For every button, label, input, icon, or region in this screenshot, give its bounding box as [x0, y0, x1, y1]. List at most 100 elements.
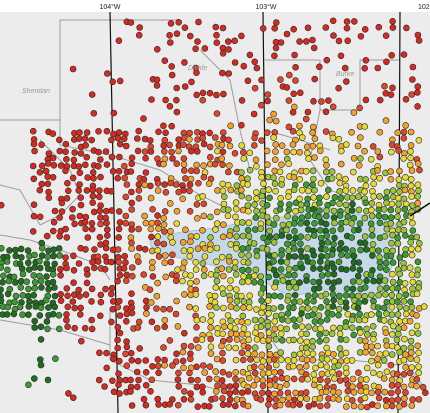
well-dot — [123, 343, 131, 351]
well-dot — [123, 277, 130, 285]
well-dot — [266, 194, 273, 202]
well-dot — [400, 218, 408, 226]
well-dot — [258, 76, 265, 84]
well-dot — [401, 280, 409, 287]
well-dot — [251, 316, 259, 324]
well-dot — [354, 304, 362, 312]
well-dot — [123, 181, 131, 188]
well-dot — [29, 162, 37, 170]
well-dot — [296, 38, 303, 45]
well-dot — [218, 253, 226, 261]
well-dot — [388, 351, 396, 358]
well-dot — [362, 388, 370, 396]
well-dot — [253, 163, 260, 170]
well-dot — [218, 141, 226, 149]
well-dot — [56, 214, 64, 221]
well-dot — [44, 160, 52, 167]
well-dot — [271, 167, 279, 175]
well-dot — [84, 271, 91, 278]
well-dot — [181, 24, 189, 32]
well-dot — [316, 227, 324, 234]
well-dot — [70, 266, 78, 274]
well-dot — [311, 220, 318, 227]
well-dot — [238, 192, 246, 200]
well-dot — [55, 245, 63, 252]
well-dot — [336, 200, 343, 208]
well-dot — [290, 186, 298, 194]
well-dot — [251, 272, 258, 280]
well-dot — [322, 156, 330, 163]
well-dot — [253, 252, 261, 260]
well-dot — [402, 96, 410, 103]
well-dot — [226, 390, 234, 397]
well-dot — [394, 284, 402, 292]
well-dot — [88, 91, 96, 98]
well-dot — [103, 161, 111, 168]
well-dot — [135, 31, 143, 39]
well-dot — [141, 212, 148, 220]
well-dot — [317, 318, 325, 325]
well-dot — [383, 188, 391, 196]
well-dot — [116, 297, 123, 305]
well-dot — [278, 232, 286, 239]
well-dot — [331, 375, 338, 382]
well-dot — [30, 175, 38, 183]
well-dot — [374, 304, 382, 311]
well-dot — [312, 364, 319, 372]
well-dot — [201, 253, 209, 260]
well-dot — [238, 121, 245, 129]
well-dot — [335, 37, 343, 45]
well-dot — [181, 291, 188, 298]
well-dot — [415, 187, 422, 194]
well-dot — [316, 402, 324, 410]
well-dot — [245, 194, 253, 202]
well-dot — [219, 401, 227, 409]
well-dot — [245, 266, 252, 274]
well-dot — [71, 324, 78, 332]
well-dot — [355, 259, 363, 266]
well-dot — [84, 174, 91, 181]
well-dot — [394, 381, 402, 389]
well-dot — [303, 200, 311, 208]
well-dot — [187, 396, 195, 403]
well-dot — [355, 162, 363, 169]
well-dot — [173, 220, 180, 227]
well-dot — [181, 83, 189, 90]
well-dot — [101, 265, 109, 273]
well-dot — [226, 142, 234, 150]
well-dot — [302, 181, 310, 188]
well-dot — [62, 140, 70, 148]
well-dot — [322, 168, 330, 176]
well-dot — [336, 212, 344, 219]
well-dot — [316, 331, 324, 338]
well-dot — [285, 233, 293, 241]
well-dot — [328, 251, 336, 258]
well-dot — [317, 376, 324, 384]
well-dot — [400, 324, 408, 332]
well-dot — [194, 215, 201, 222]
well-dot — [186, 129, 193, 137]
well-dot — [154, 187, 162, 194]
well-dot — [128, 154, 136, 162]
well-dot — [407, 154, 414, 162]
well-dot — [56, 147, 64, 155]
well-dot — [252, 226, 259, 233]
well-dot — [205, 180, 213, 187]
well-dot — [114, 336, 121, 344]
well-dot — [115, 258, 122, 266]
well-dot — [315, 284, 323, 292]
well-dot — [257, 317, 265, 324]
pointer-line — [409, 202, 430, 217]
well-dot — [128, 188, 135, 196]
well-dot — [218, 155, 226, 162]
well-dot — [356, 266, 364, 274]
well-dot — [91, 246, 98, 253]
well-dot — [161, 148, 168, 155]
well-dot — [305, 226, 312, 233]
well-dot — [36, 169, 44, 176]
well-dot — [25, 311, 32, 319]
well-dot — [238, 169, 245, 176]
well-dot — [309, 259, 317, 267]
well-dot — [50, 218, 58, 226]
well-dot — [44, 253, 52, 261]
